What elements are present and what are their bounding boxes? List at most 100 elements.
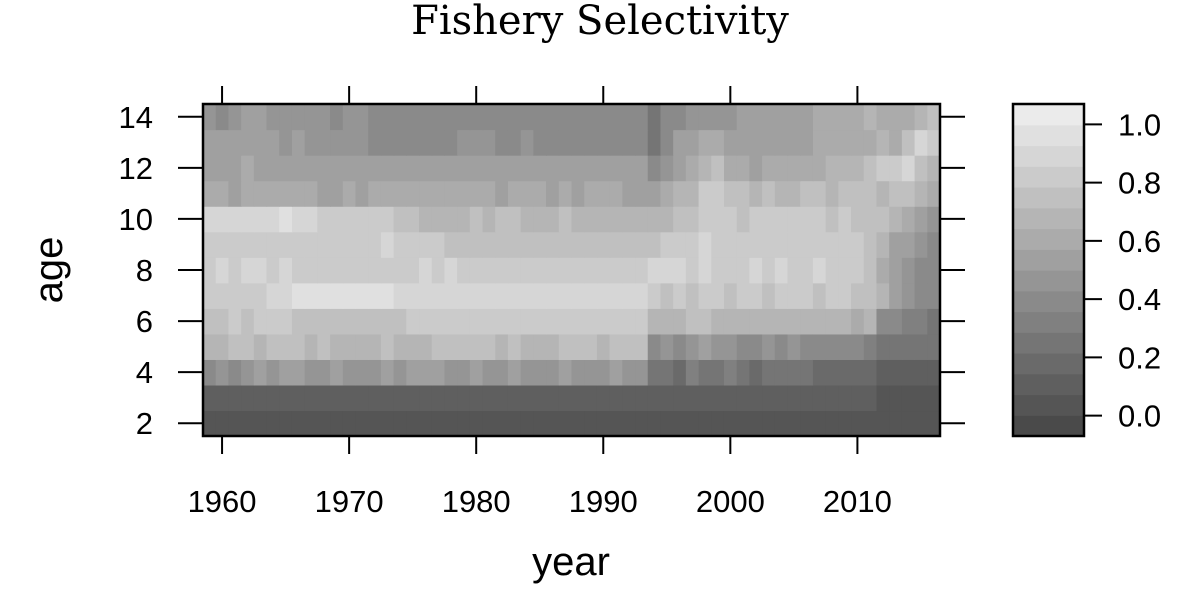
heatmap-cell — [292, 334, 305, 360]
heatmap-cell — [254, 359, 267, 385]
heatmap-cell — [572, 359, 585, 385]
heatmap-cell — [457, 257, 470, 283]
heatmap-cell — [851, 232, 864, 258]
colorbar-tick-label: 0.0 — [1118, 399, 1161, 434]
heatmap-cell — [749, 410, 762, 436]
heatmap-cell — [406, 385, 419, 411]
heatmap-cell — [749, 359, 762, 385]
heatmap-cell — [368, 104, 381, 130]
heatmap-cell — [521, 385, 534, 411]
heatmap-cell — [737, 206, 750, 232]
heatmap-cell — [546, 334, 559, 360]
heatmap-cell — [508, 385, 521, 411]
heatmap-cell — [915, 232, 928, 258]
heatmap-cell — [749, 104, 762, 130]
heatmap-cell — [876, 308, 889, 334]
heatmap-cell — [838, 283, 851, 309]
heatmap-cell — [533, 181, 546, 207]
heatmap-cell — [508, 410, 521, 436]
heatmap-cell — [368, 155, 381, 181]
heatmap-cell — [305, 155, 318, 181]
heatmap-cell — [432, 308, 445, 334]
heatmap-cell — [419, 359, 432, 385]
heatmap-cell — [597, 334, 610, 360]
heatmap-cell — [533, 206, 546, 232]
heatmap-cell — [660, 257, 673, 283]
heatmap-cell — [762, 410, 775, 436]
heatmap-cell — [267, 130, 280, 156]
heatmap-cell — [406, 206, 419, 232]
heatmap-cell — [394, 257, 407, 283]
heatmap-cell — [851, 359, 864, 385]
heatmap-cell — [406, 410, 419, 436]
heatmap-cell — [203, 334, 216, 360]
colorbar-swatch — [1013, 208, 1084, 229]
heatmap-cell — [470, 257, 483, 283]
heatmap-cell — [444, 155, 457, 181]
heatmap-cell — [394, 385, 407, 411]
heatmap-cell — [495, 130, 508, 156]
heatmap-cell — [889, 410, 902, 436]
heatmap-cell — [788, 359, 801, 385]
heatmap-cell — [749, 257, 762, 283]
heatmap-cell — [521, 359, 534, 385]
heatmap-cell — [394, 283, 407, 309]
heatmap-cell — [559, 155, 572, 181]
heatmap-cell — [254, 155, 267, 181]
heatmap-cell — [826, 359, 839, 385]
heatmap-cell — [292, 232, 305, 258]
heatmap-cell — [648, 155, 661, 181]
heatmap-cell — [686, 334, 699, 360]
heatmap-cell — [648, 410, 661, 436]
heatmap-cell — [788, 206, 801, 232]
heatmap-cell — [635, 283, 648, 309]
heatmap-cell — [254, 181, 267, 207]
heatmap-cell — [838, 130, 851, 156]
heatmap-cell — [927, 385, 940, 411]
heatmap-cell — [915, 334, 928, 360]
heatmap-cell — [330, 359, 343, 385]
heatmap-cell — [673, 155, 686, 181]
heatmap-cell — [292, 155, 305, 181]
heatmap-cell — [864, 232, 877, 258]
heatmap-cell — [546, 283, 559, 309]
heatmap-cell — [572, 155, 585, 181]
heatmap-cell — [470, 308, 483, 334]
heatmap-cell — [495, 104, 508, 130]
heatmap-cell — [343, 206, 356, 232]
heatmap-cell — [660, 308, 673, 334]
heatmap-cell — [355, 206, 368, 232]
heatmap-cell — [622, 410, 635, 436]
heatmap-cells — [203, 104, 941, 437]
heatmap-cell — [254, 334, 267, 360]
heatmap-cell — [267, 104, 280, 130]
heatmap-cell — [800, 206, 813, 232]
heatmap-cell — [800, 385, 813, 411]
heatmap-cell — [864, 104, 877, 130]
heatmap-cell — [724, 385, 737, 411]
heatmap-cell — [597, 206, 610, 232]
heatmap-cell — [279, 104, 292, 130]
heatmap-cell — [521, 308, 534, 334]
heatmap-cell — [788, 257, 801, 283]
heatmap-cell — [749, 283, 762, 309]
heatmap-cell — [432, 283, 445, 309]
heatmap-cell — [813, 410, 826, 436]
heatmap-cell — [838, 385, 851, 411]
heatmap-cell — [851, 104, 864, 130]
heatmap-cell — [635, 359, 648, 385]
heatmap-cell — [800, 104, 813, 130]
heatmap-cell — [203, 308, 216, 334]
heatmap-cell — [889, 206, 902, 232]
heatmap-cell — [368, 130, 381, 156]
heatmap-cell — [368, 181, 381, 207]
heatmap-cell — [762, 359, 775, 385]
heatmap-cell — [660, 232, 673, 258]
heatmap-cell — [368, 283, 381, 309]
heatmap-cell — [711, 104, 724, 130]
heatmap-cell — [915, 257, 928, 283]
y-axis-label: age — [27, 237, 71, 304]
heatmap-cell — [622, 104, 635, 130]
heatmap-cell — [355, 181, 368, 207]
